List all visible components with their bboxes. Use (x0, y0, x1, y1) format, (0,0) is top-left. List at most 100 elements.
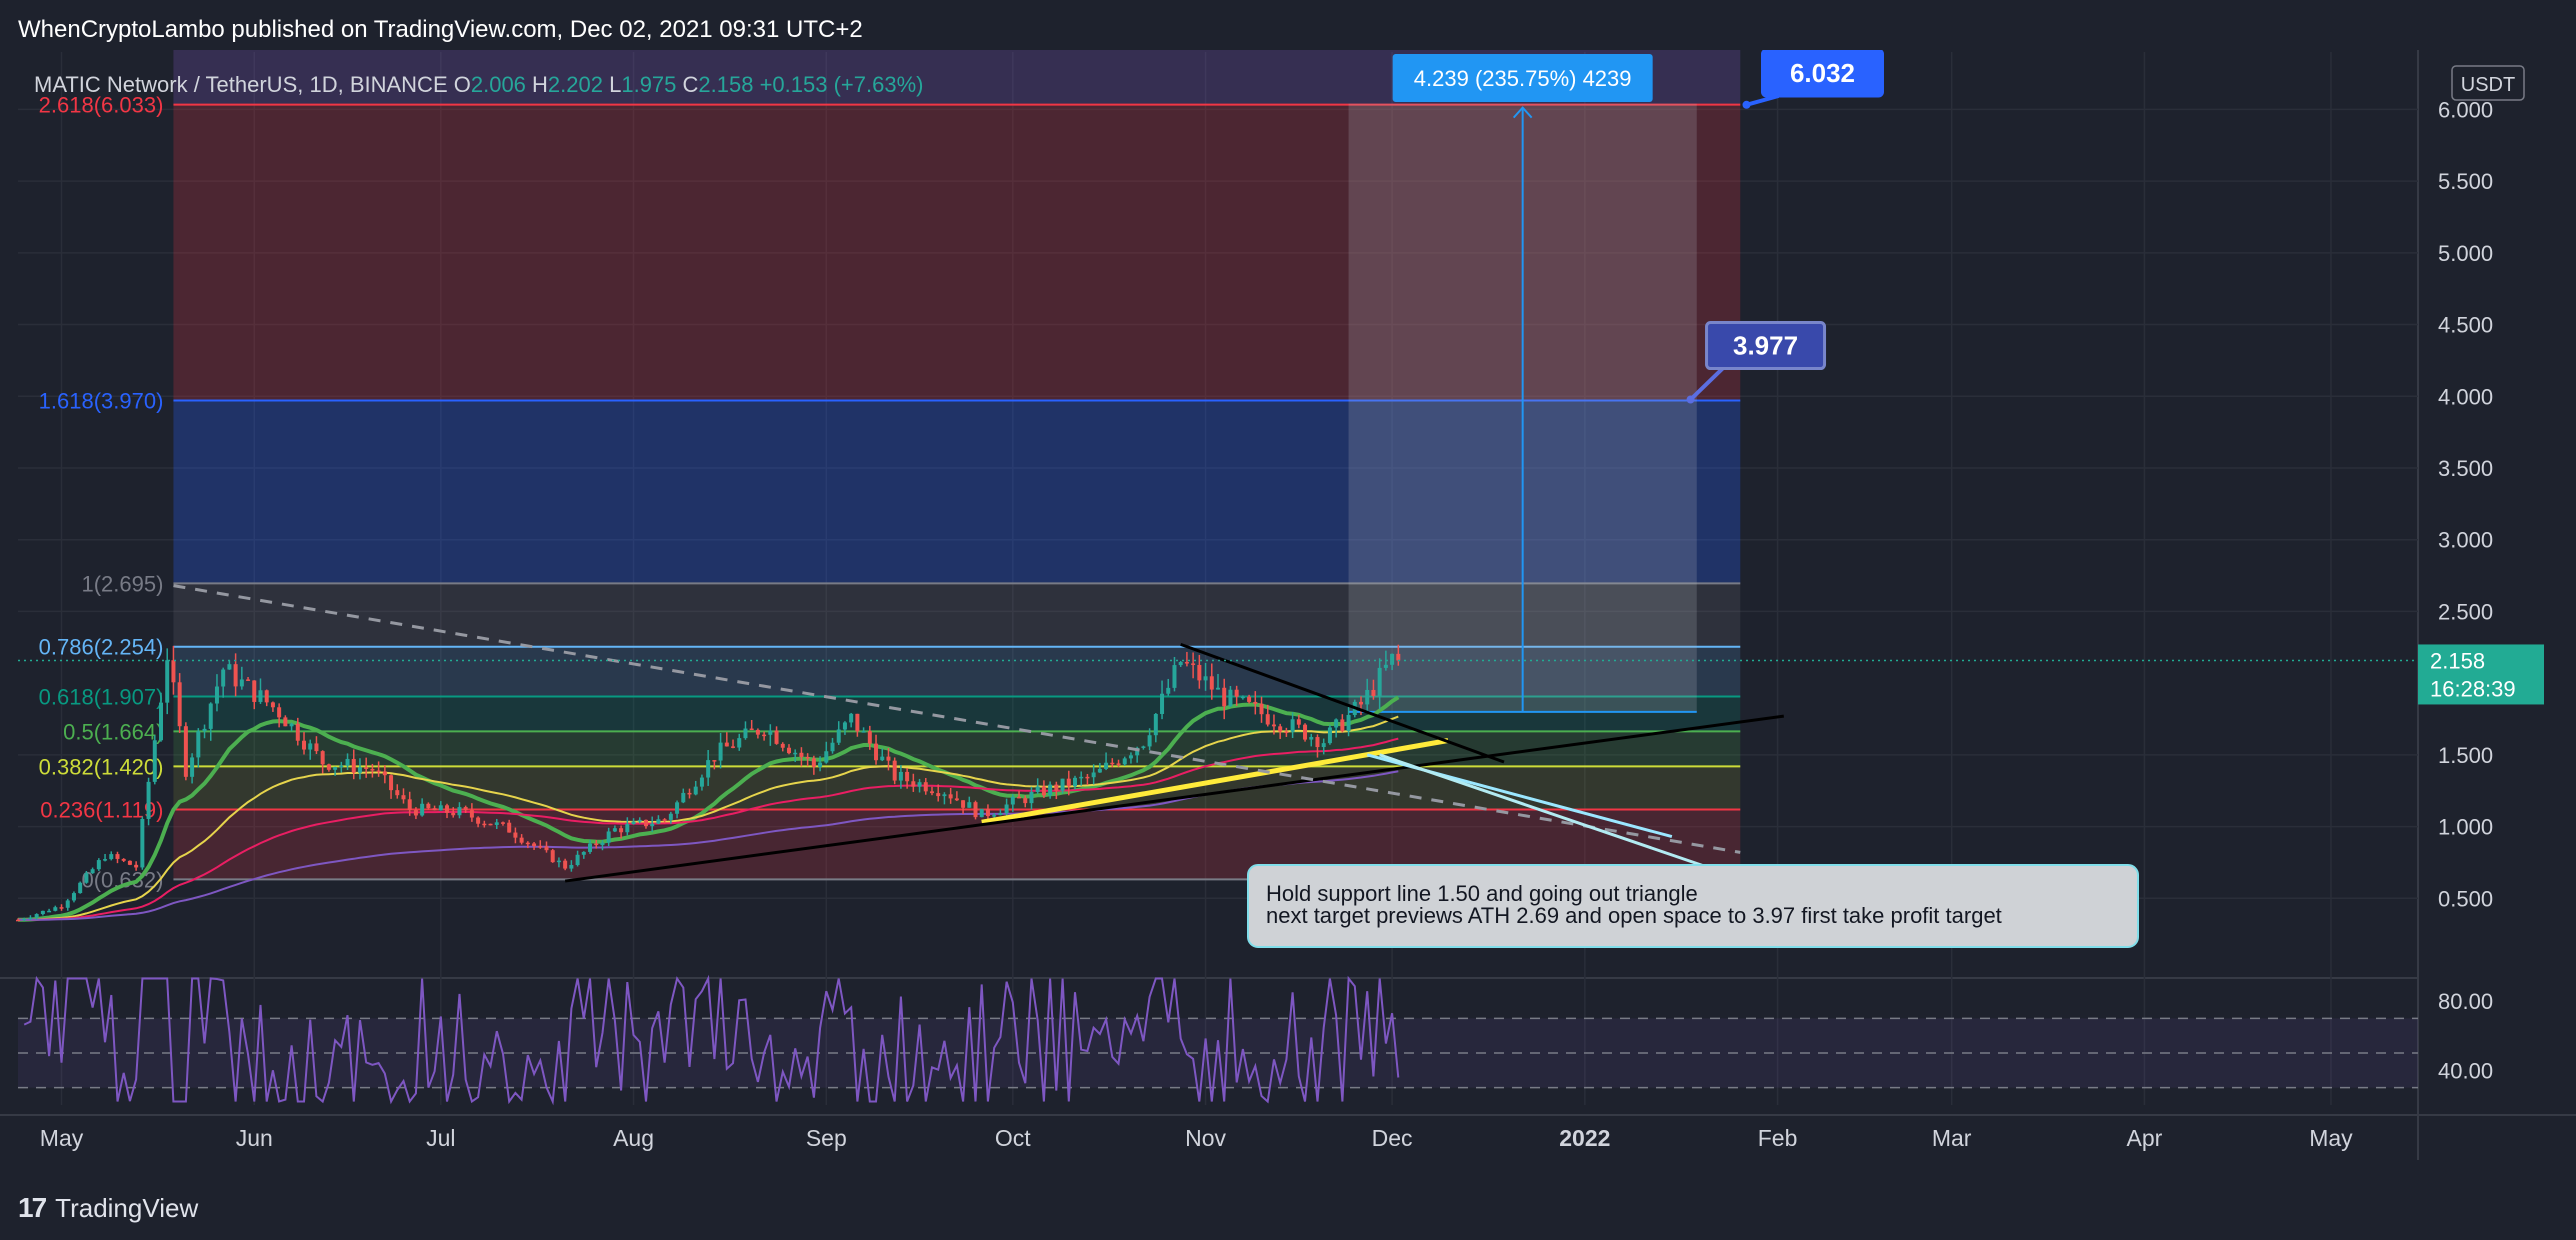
candle-body (762, 734, 767, 737)
candle-body (1166, 687, 1171, 694)
price-callouts[interactable]: 6.032 3.977 (1686, 50, 1884, 404)
candle-body (581, 851, 586, 855)
candle-body (295, 723, 300, 741)
candle-body (743, 728, 748, 739)
y-tick-label: 1.500 (2438, 743, 2493, 768)
candle-body (488, 823, 493, 826)
candle-body (333, 767, 338, 770)
countdown-label: 16:28:39 (2430, 676, 2516, 701)
fib-band (173, 696, 1741, 732)
y-tick-label: 6.000 (2438, 97, 2493, 122)
target-arrow-head (1512, 106, 1533, 119)
x-tick-label: Feb (1758, 1125, 1798, 1151)
candle-body (16, 919, 20, 922)
candle-body (40, 910, 45, 915)
candle-body (227, 664, 232, 670)
candle-body (1259, 703, 1264, 715)
fib-band (173, 646, 1741, 697)
candle-body (202, 728, 207, 732)
candle-body (370, 768, 375, 771)
candle-body (569, 865, 574, 869)
candle-body (1153, 713, 1158, 736)
x-tick-label: Apr (2127, 1125, 2163, 1151)
candle-body (59, 907, 64, 909)
ema-purple (18, 770, 1399, 921)
fib-extension[interactable]: 2.618(6.033) 1.618(3.970) 1(2.695) 0.786(2.… (39, 50, 1741, 892)
candle-body (898, 771, 903, 781)
candle-body (302, 740, 307, 750)
y-tick-label: 2.500 (2438, 599, 2493, 624)
candle-body (1240, 696, 1245, 699)
footer[interactable]: 17 TradingView (18, 1190, 198, 1226)
candle-body (880, 756, 885, 761)
candle-body (34, 914, 39, 918)
candle-body (1079, 776, 1084, 779)
candle-body (706, 760, 711, 778)
x-tick-label: Jul (426, 1125, 455, 1151)
candle-body (556, 860, 561, 863)
candle-body (1346, 714, 1351, 732)
fib-band (173, 583, 1741, 647)
last-price-label: 2.158 (2430, 648, 2485, 673)
candle-body (1216, 687, 1220, 690)
candle-body (190, 757, 195, 777)
y-tick-label: 3.500 (2438, 456, 2493, 481)
legend-part: H (532, 72, 548, 97)
candle-body (1315, 737, 1320, 748)
note-box (1247, 864, 2139, 948)
fib-band (173, 731, 1741, 767)
note-callout[interactable]: Hold support line 1.50 and going out tri… (1247, 753, 2139, 948)
rsi-tick-label: 40.00 (2438, 1058, 2493, 1083)
candle-body (1116, 763, 1121, 765)
candle-body (731, 746, 736, 748)
candle-body (1035, 786, 1040, 792)
candle-body (1029, 791, 1034, 804)
candle-body (824, 751, 829, 763)
candle-body (420, 803, 425, 816)
trendline-black-support-extended (564, 714, 1785, 883)
trendlines[interactable] (173, 584, 1785, 883)
candle-body (961, 800, 966, 808)
callout-pointer (1689, 367, 1724, 401)
candle-body (71, 893, 76, 901)
candle-body (389, 775, 394, 791)
symbol-legend: MATIC Network / TetherUS, 1D, BINANCE O2… (34, 72, 923, 97)
y-tick-label: 3.000 (2438, 528, 2493, 553)
candle-body (22, 918, 27, 921)
chart-frame[interactable]: 2.618(6.033) 1.618(3.970) 1(2.695) 0.786(2.… (0, 50, 2576, 1180)
footer-brand: TradingView (55, 1192, 199, 1223)
candle-body (550, 850, 555, 863)
candle-body (606, 831, 611, 843)
candle-body (96, 860, 101, 870)
candle-body (326, 764, 331, 770)
candle-body (239, 679, 244, 687)
x-tick-label: Oct (995, 1125, 1031, 1151)
candles (16, 644, 1401, 922)
candle-body (1340, 719, 1345, 732)
candle-body (855, 713, 860, 732)
candle-body (1172, 665, 1177, 688)
candle-body (1383, 664, 1388, 668)
candle-body (115, 854, 120, 859)
currency-button[interactable] (2451, 65, 2525, 101)
candle-body (724, 742, 729, 747)
ema-red (18, 737, 1399, 921)
candle-body (1122, 758, 1127, 765)
chart-svg[interactable]: 2.618(6.033) 1.618(3.970) 1(2.695) 0.786(2.… (0, 50, 2576, 1180)
legend-part: 2.006 (471, 72, 532, 97)
candle-body (1017, 796, 1022, 799)
target-box[interactable]: 4.239 (235.75%) 4239 (1348, 54, 1697, 713)
candle-body (401, 795, 406, 800)
x-tick-label: May (2309, 1125, 2353, 1151)
candle-body (258, 690, 263, 702)
callout-label: 3.977 (1733, 331, 1798, 361)
ema-yellow (18, 715, 1399, 921)
candle-body (109, 854, 114, 860)
note-line-2: next target previews ATH 2.69 and open s… (1266, 903, 2002, 928)
candle-body (1371, 689, 1376, 696)
candle-body (103, 859, 108, 861)
candle-body (911, 781, 916, 787)
candle-body (818, 762, 823, 767)
last-price-box (2418, 644, 2544, 705)
fib-level-label: 0(0.632) (81, 867, 163, 892)
